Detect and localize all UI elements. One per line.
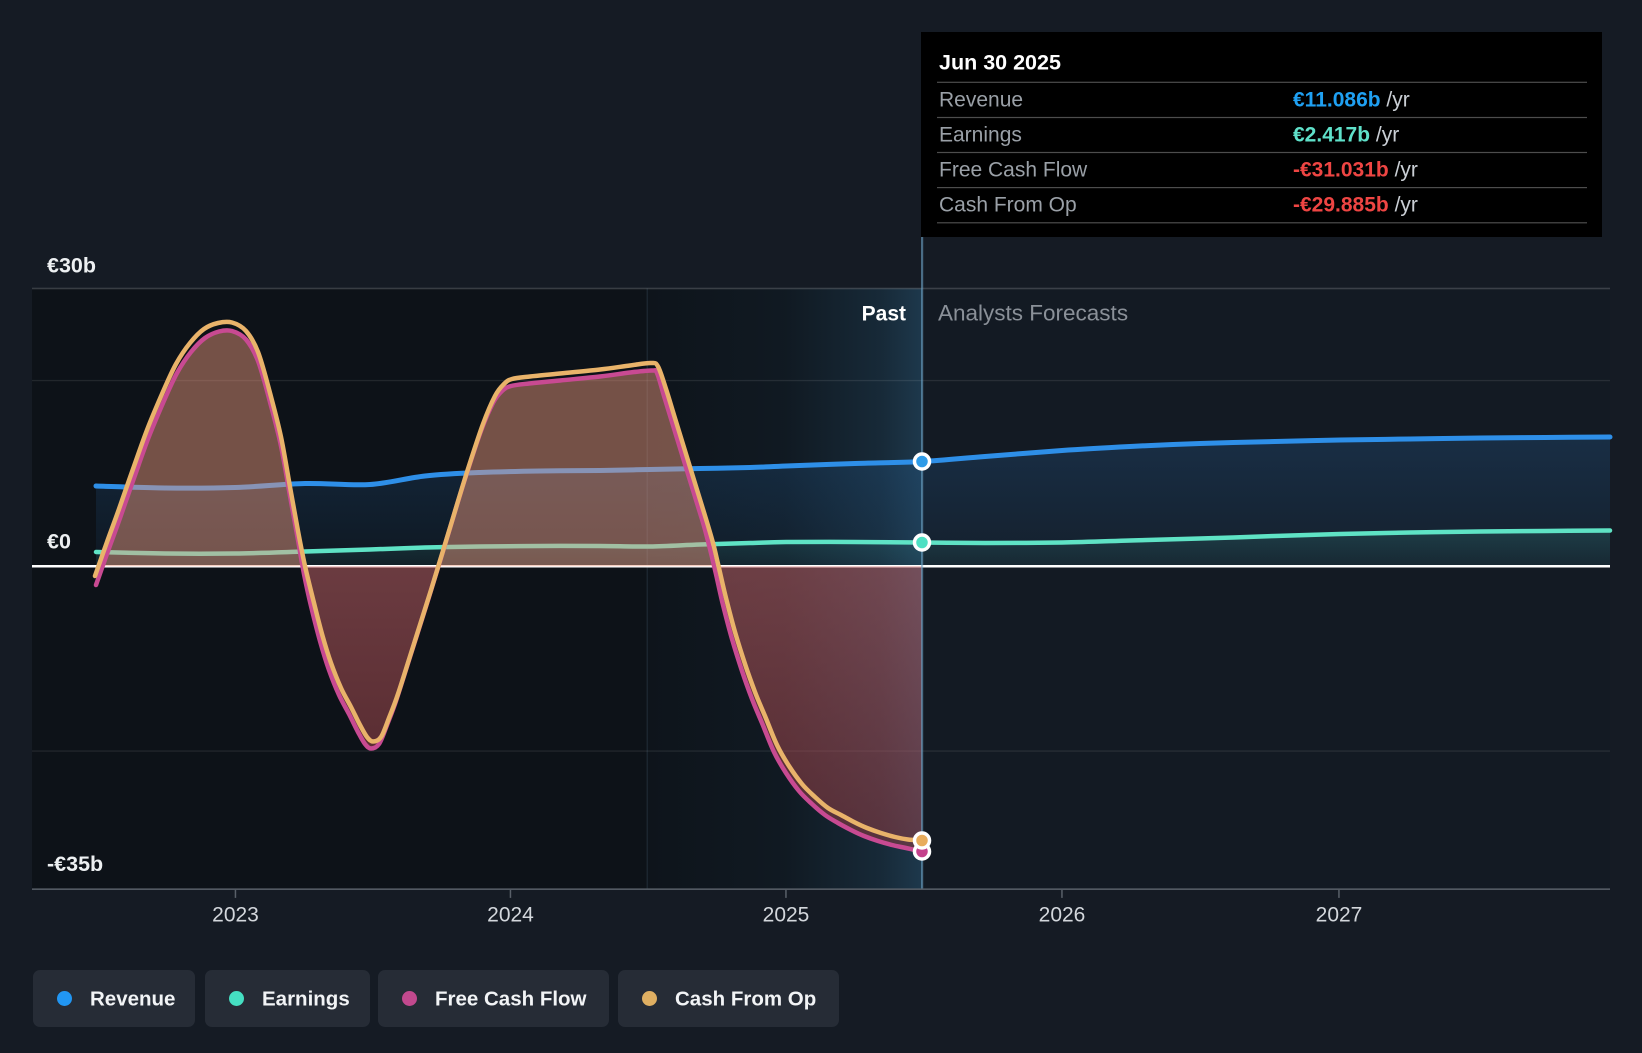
svg-text:Revenue: Revenue	[90, 988, 175, 1011]
svg-text:Analysts Forecasts: Analysts Forecasts	[938, 301, 1128, 326]
svg-text:2027: 2027	[1316, 904, 1363, 927]
svg-text:2025: 2025	[763, 904, 810, 927]
svg-text:Past: Past	[862, 303, 906, 326]
svg-text:€0: €0	[47, 530, 71, 554]
svg-text:Cash From Op: Cash From Op	[675, 988, 816, 1011]
svg-text:-€35b: -€35b	[47, 852, 103, 876]
svg-text:Free Cash Flow: Free Cash Flow	[939, 159, 1088, 182]
svg-text:€30b: €30b	[47, 254, 96, 278]
svg-text:2026: 2026	[1039, 904, 1086, 927]
svg-text:2024: 2024	[487, 904, 534, 927]
svg-text:-€29.885b /yr: -€29.885b /yr	[1293, 194, 1418, 217]
svg-text:Jun 30 2025: Jun 30 2025	[939, 51, 1061, 75]
svg-text:Free Cash Flow: Free Cash Flow	[435, 988, 587, 1011]
svg-text:-€31.031b /yr: -€31.031b /yr	[1293, 159, 1418, 182]
svg-text:€11.086b /yr: €11.086b /yr	[1293, 89, 1410, 112]
svg-text:2023: 2023	[212, 904, 259, 927]
svg-text:Earnings: Earnings	[262, 988, 350, 1011]
svg-text:€2.417b /yr: €2.417b /yr	[1293, 124, 1399, 147]
svg-text:Earnings: Earnings	[939, 124, 1022, 147]
svg-text:Cash From Op: Cash From Op	[939, 194, 1077, 217]
svg-text:Revenue: Revenue	[939, 89, 1023, 112]
